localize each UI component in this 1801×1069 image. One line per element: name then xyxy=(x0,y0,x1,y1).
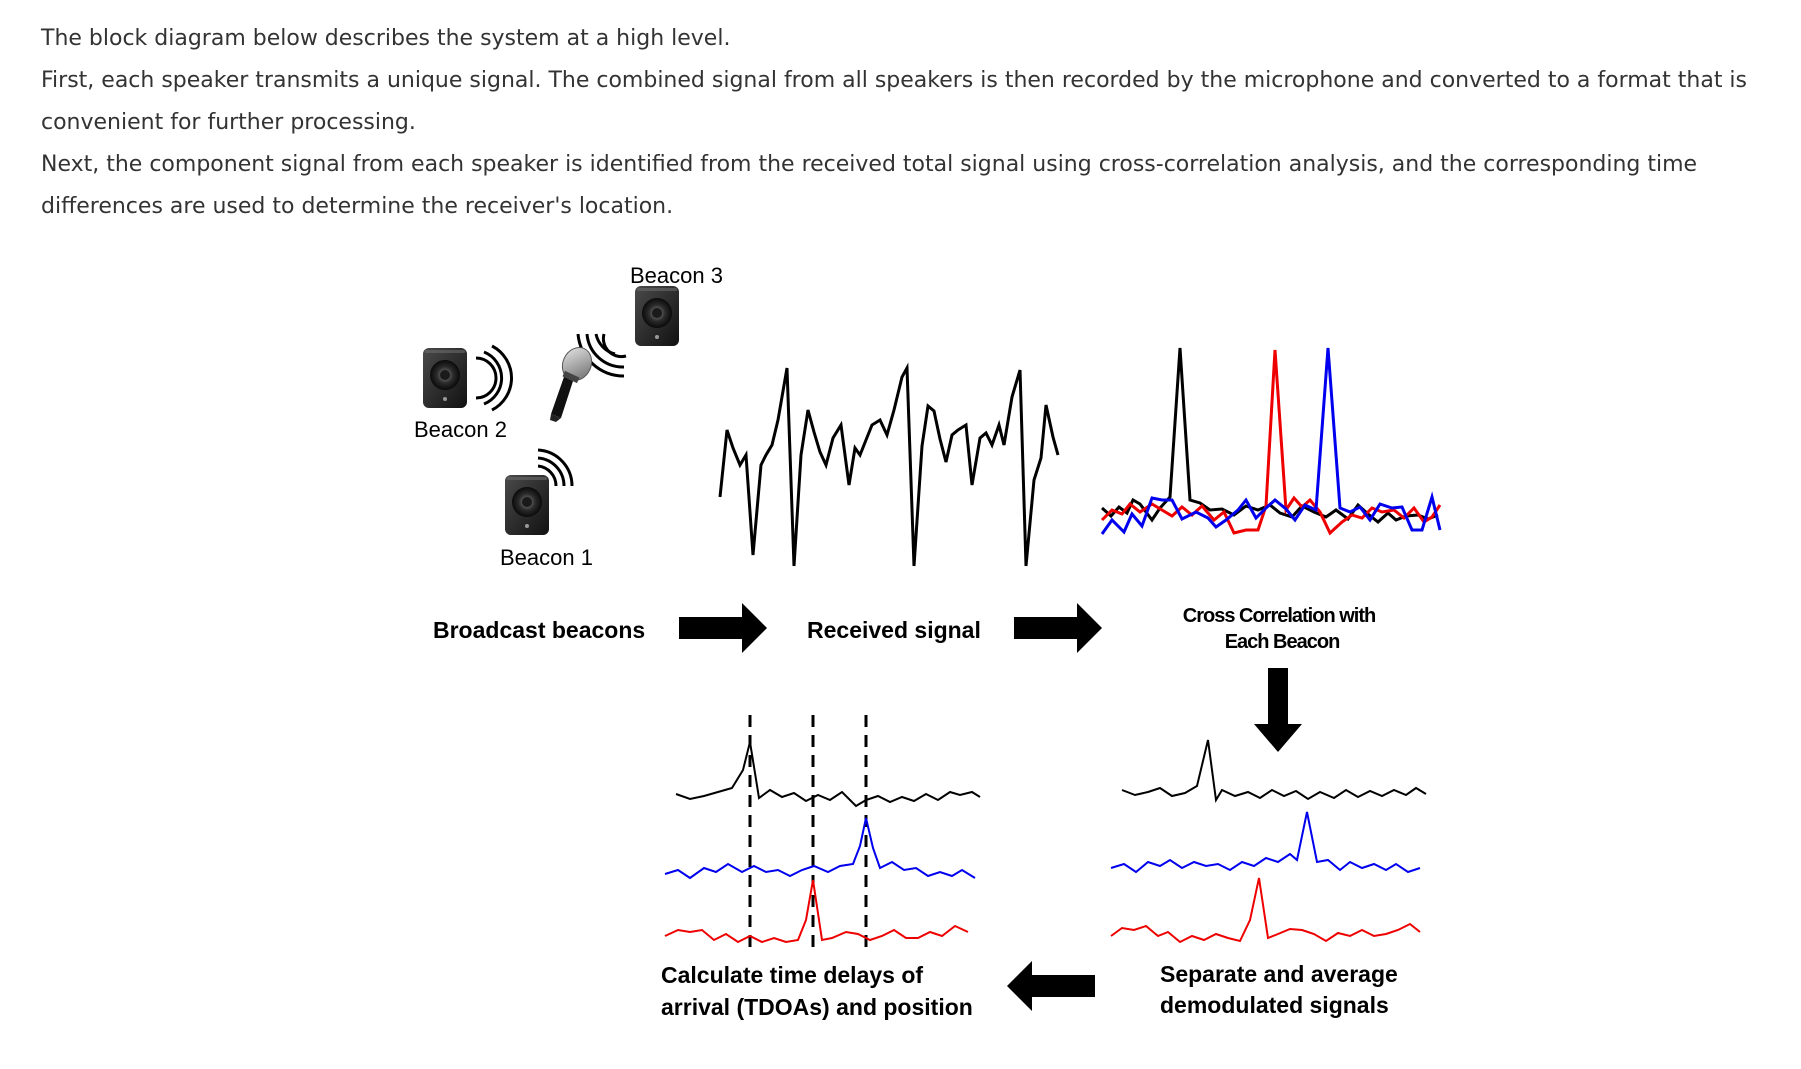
step-cross-correlation-line1: Cross Correlation with xyxy=(1183,605,1375,627)
intro-text: The block diagram below describes the sy… xyxy=(41,18,1781,228)
beacon-2: Beacon 2 xyxy=(414,344,514,442)
speaker-icon xyxy=(423,348,467,408)
arrow-left xyxy=(1007,961,1095,1011)
step-received-signal: Received signal xyxy=(807,617,981,643)
tdoa-blue-series xyxy=(664,817,976,880)
separated-red-series xyxy=(1110,877,1421,944)
microphone-icon xyxy=(550,346,593,422)
sound-waves-icon xyxy=(537,448,574,487)
step-broadcast-beacons: Broadcast beacons xyxy=(433,617,645,643)
intro-paragraph-3: Next, the component signal from each spe… xyxy=(41,152,1698,219)
step-cross-correlation-line2: Each Beacon xyxy=(1225,631,1340,653)
step-calculate-line1: Calculate time delays of xyxy=(661,962,923,988)
separated-blue-series xyxy=(1110,811,1421,874)
arrow-icon xyxy=(679,603,1302,1011)
separated-signals-plot xyxy=(1110,739,1427,944)
received-signal-waveform xyxy=(718,362,1060,567)
separated-black-series xyxy=(1121,739,1427,803)
speaker-icon xyxy=(635,286,679,346)
beacon-3-label: Beacon 3 xyxy=(630,263,723,288)
step-calculate-line2: arrival (TDOAs) and position xyxy=(661,994,973,1020)
step-separate-line1: Separate and average xyxy=(1160,961,1398,987)
sound-waves-icon xyxy=(475,344,514,412)
tdoa-black-series xyxy=(675,741,981,808)
arrow-right-1 xyxy=(679,603,767,653)
beacon-1: Beacon 1 xyxy=(500,448,593,570)
beacon-3: Beacon 3 xyxy=(576,263,723,378)
beacon-2-label: Beacon 2 xyxy=(414,417,507,442)
tdoa-red-series xyxy=(664,879,969,944)
arrow-right-2 xyxy=(1014,603,1102,653)
speaker-icon xyxy=(505,475,549,535)
intro-paragraph-1: The block diagram below describes the sy… xyxy=(41,26,731,51)
tdoa-plot xyxy=(664,715,981,948)
arrow-down xyxy=(1254,668,1302,752)
cross-correlation-plot xyxy=(1100,347,1442,536)
crosscorr-red-series xyxy=(1100,349,1442,536)
intro-paragraph-2: First, each speaker transmits a unique s… xyxy=(41,68,1748,135)
beacon-1-label: Beacon 1 xyxy=(500,545,593,570)
step-separate-line2: demodulated signals xyxy=(1160,992,1389,1018)
crosscorr-blue-series xyxy=(1100,347,1442,535)
sound-waves-icon xyxy=(576,333,627,378)
